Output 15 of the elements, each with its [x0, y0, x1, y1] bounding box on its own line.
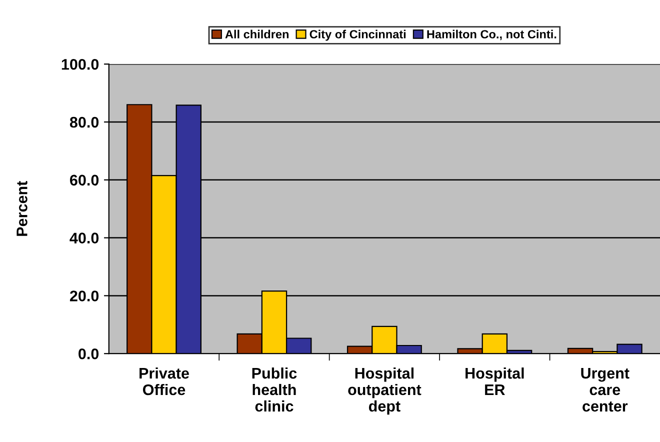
x-tick-label: Private Office [140, 367, 189, 396]
y-tick-label: 80.0 [70, 116, 99, 128]
y-tick-label: 60.0 [70, 174, 99, 186]
x-tick-label: Urgent care center [581, 368, 630, 412]
y-tick-label: 20.0 [70, 290, 99, 302]
x-tick-label: Public health clinic [252, 367, 297, 412]
legend-label: All children [225, 30, 289, 38]
y-axis-title: Percent [16, 181, 28, 236]
legend-label: Hamilton Co., not Cinti. [427, 30, 556, 40]
y-tick-label: 40.0 [70, 232, 99, 244]
legend-label: City of Cincinnati [310, 30, 406, 41]
y-tick-label: 0.0 [78, 348, 99, 360]
x-tick-label: Hospital ER [466, 367, 524, 396]
y-tick-label: 100.0 [62, 58, 99, 70]
x-tick-label: Hospital outpatient dept [348, 367, 422, 415]
